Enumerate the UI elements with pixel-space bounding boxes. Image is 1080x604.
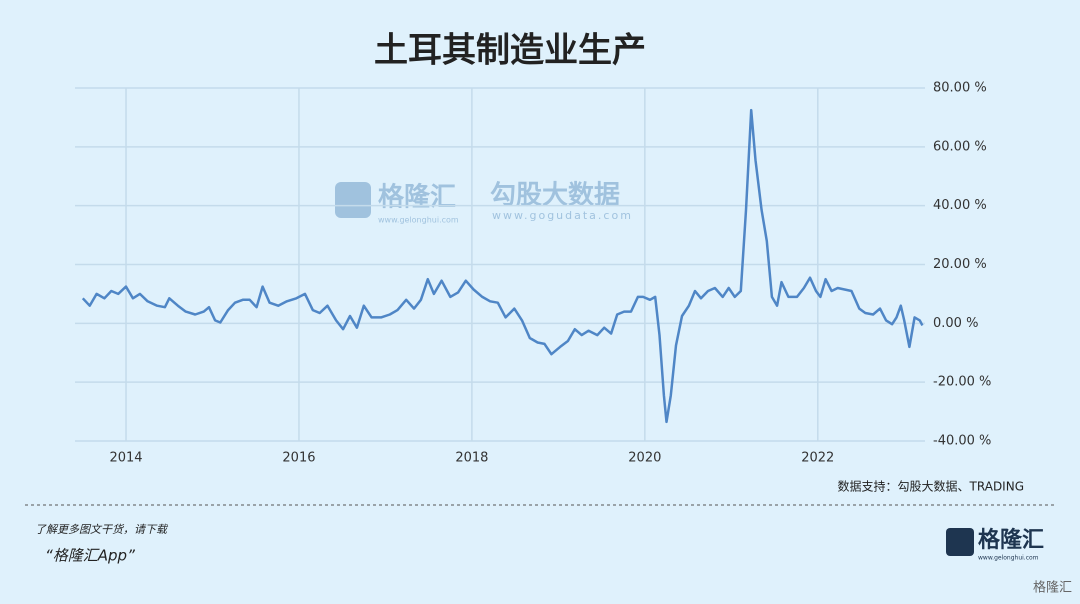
y-tick-label: 0.00 % bbox=[933, 316, 978, 331]
footer-logo-url: www.gelonghui.com bbox=[978, 555, 1039, 562]
watermark-brand: 格隆汇 bbox=[378, 182, 456, 213]
y-tick-label: 60.00 % bbox=[933, 139, 987, 154]
x-tick-label: 2022 bbox=[801, 451, 834, 466]
y-tick-label: -20.00 % bbox=[933, 375, 991, 390]
x-tick-label: 2018 bbox=[455, 451, 488, 466]
line bbox=[81, 108, 924, 424]
y-tick-label: 40.00 % bbox=[933, 198, 987, 213]
y-tick-label: 80.00 % bbox=[933, 81, 987, 96]
y-tick-label: -40.00 % bbox=[933, 434, 991, 449]
watermark-url: www.gelonghui.com bbox=[378, 216, 459, 225]
footer-logo: 格隆汇 bbox=[978, 527, 1044, 553]
x-tick-label: 2020 bbox=[628, 451, 661, 466]
source: 数据支持：勾股大数据、TRADING bbox=[838, 479, 1024, 494]
x-tick-label: 2016 bbox=[282, 451, 315, 466]
footer-app: “格隆汇App” bbox=[45, 547, 135, 565]
corner-brand: 格隆汇 bbox=[1033, 580, 1072, 596]
chart-title: 土耳其制造业生产 bbox=[374, 31, 646, 71]
watermark-data-url: www.gogudata.com bbox=[492, 209, 633, 222]
x-tick-label: 2014 bbox=[109, 451, 142, 466]
logo-icon bbox=[946, 528, 974, 556]
watermark-icon bbox=[335, 182, 371, 218]
footer-note: 了解更多图文干货，请下载 bbox=[35, 523, 169, 536]
y-tick-label: 20.00 % bbox=[933, 257, 987, 272]
